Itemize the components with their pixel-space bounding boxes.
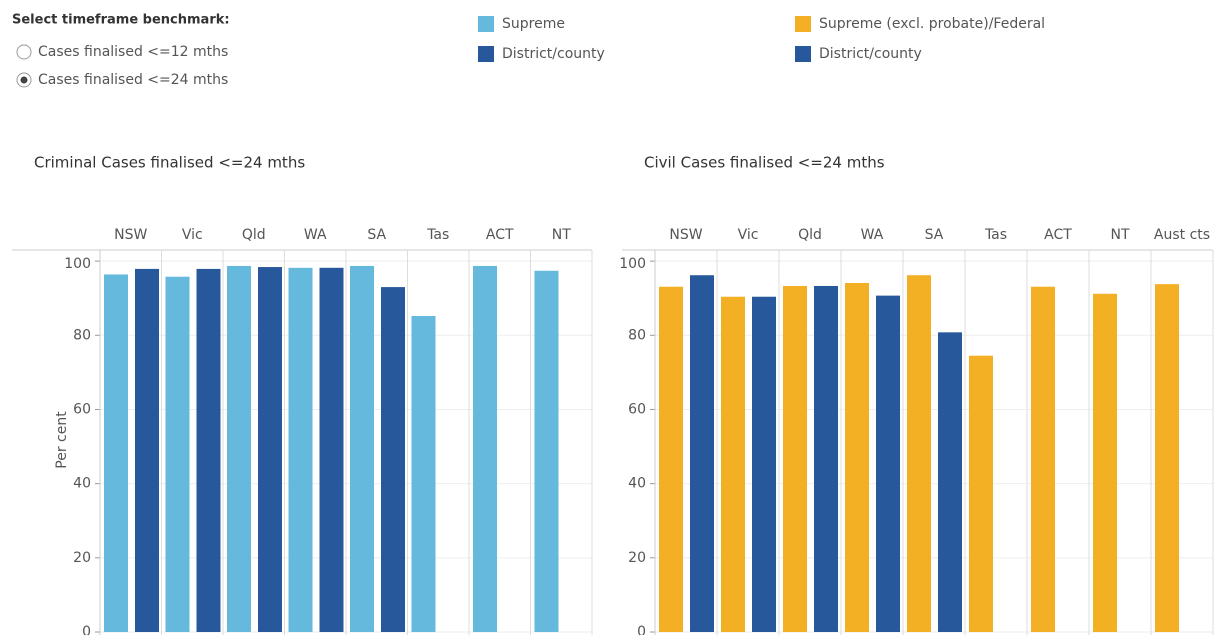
column-header: SA [925,227,944,243]
column-header: Vic [182,227,203,243]
column-header: ACT [1044,227,1072,243]
chart-title: Criminal Cases finalised <=24 mths [34,154,305,172]
radio-button[interactable] [16,44,32,60]
y-tick-label: 40 [73,476,91,492]
legend-label: District/county [819,46,922,62]
bar [411,316,436,632]
bar [783,285,807,632]
bar [752,296,776,632]
y-tick-label: 80 [73,327,91,343]
y-tick-label: 60 [73,401,91,417]
radio-label[interactable]: Cases finalised <=12 mths [38,44,228,60]
bar [1031,286,1055,632]
bar [288,267,313,632]
bar [938,332,962,632]
column-header: NT [552,227,571,243]
y-tick-label: 100 [64,256,91,272]
control-label: Select timeframe benchmark: [12,13,230,28]
column-header: WA [861,227,884,243]
bar [907,275,931,632]
radio-label[interactable]: Cases finalised <=24 mths [38,72,228,88]
column-header: SA [367,227,386,243]
bar [104,274,128,632]
column-header: NSW [669,227,702,243]
bar [845,283,869,632]
bar [319,267,344,632]
legend-label: Supreme [502,16,565,32]
bar [534,270,559,632]
radio-dot [20,76,28,84]
legend-swatch [478,46,494,62]
y-tick-label: 20 [73,550,91,566]
legend-label: District/county [502,46,605,62]
y-tick-label: 80 [628,327,646,343]
column-header: WA [304,227,327,243]
legend-swatch [795,16,811,32]
column-header: Vic [738,227,759,243]
legend-swatch [795,46,811,62]
column-header: Aust cts [1154,227,1210,243]
y-tick-label: 60 [628,401,646,417]
bar [258,267,282,632]
bar [196,268,221,632]
chart-title: Civil Cases finalised <=24 mths [644,154,885,172]
bar [1155,284,1179,632]
y-tick-label: 40 [628,476,646,492]
y-tick-label: 100 [619,256,646,272]
bar [814,285,838,632]
bar [659,286,683,632]
y-tick-label: 0 [637,624,646,635]
column-header: NSW [114,227,147,243]
legend-swatch [478,16,494,32]
column-header: Tas [426,227,449,243]
bar [165,276,190,632]
legend-label: Supreme (excl. probate)/Federal [819,16,1045,32]
bar [473,265,497,632]
y-axis-label: Per cent [54,411,70,469]
bar [135,268,159,632]
column-header: ACT [486,227,514,243]
bar [350,265,374,632]
column-header: Tas [984,227,1007,243]
bar [1093,293,1117,632]
bar [690,275,714,632]
bar [876,295,900,632]
bar [381,287,405,632]
y-tick-label: 20 [628,550,646,566]
column-header: NT [1110,227,1129,243]
y-tick-label: 0 [82,624,91,635]
column-header: Qld [242,227,266,243]
bar [227,265,251,632]
bar [721,296,745,632]
column-header: Qld [798,227,822,243]
bar [969,355,993,632]
